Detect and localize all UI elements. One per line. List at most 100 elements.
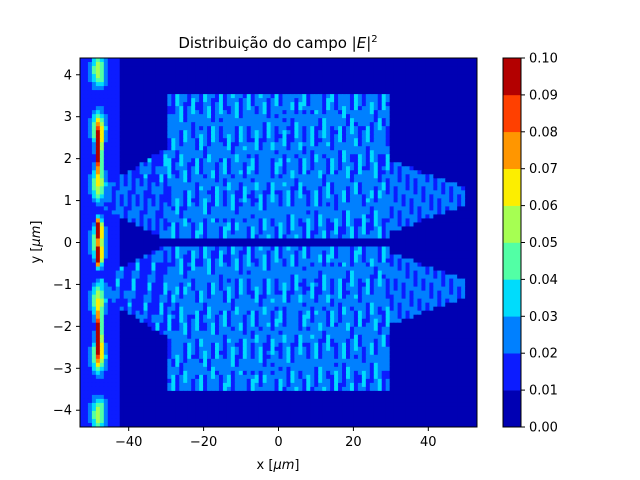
heatmap-cell	[191, 166, 196, 171]
heatmap-cell	[107, 74, 113, 79]
heatmap-cell	[262, 234, 268, 240]
heatmap-cell	[258, 222, 264, 228]
heatmap-cell	[393, 194, 399, 199]
heatmap-cell	[139, 146, 145, 151]
heatmap-cell	[318, 122, 323, 127]
heatmap-cell	[111, 70, 117, 75]
heatmap-cell	[250, 122, 256, 127]
heatmap-cell	[369, 78, 375, 83]
heatmap-cell	[254, 250, 260, 256]
heatmap-cell	[270, 78, 276, 83]
heatmap-cell	[151, 238, 157, 244]
heatmap-cell	[238, 122, 244, 127]
heatmap-cell	[143, 162, 149, 167]
heatmap-cell	[365, 102, 371, 107]
heatmap-cell	[175, 226, 180, 232]
heatmap-cell	[385, 118, 391, 123]
heatmap-cell	[389, 218, 395, 224]
heatmap-cell	[377, 190, 383, 195]
heatmap-cell	[298, 138, 303, 143]
heatmap-cell	[326, 254, 331, 260]
heatmap-cell	[357, 138, 363, 143]
heatmap-cell	[405, 86, 411, 91]
heatmap-cell	[409, 86, 415, 91]
heatmap-cell	[234, 242, 240, 248]
heatmap-cell	[111, 214, 117, 220]
heatmap-cell	[250, 82, 256, 87]
heatmap-cell	[385, 138, 391, 143]
heatmap-cell	[270, 186, 276, 191]
heatmap-cell	[139, 126, 145, 131]
heatmap-cell	[314, 102, 319, 107]
heatmap-cell	[393, 202, 399, 207]
heatmap-cell	[246, 250, 252, 256]
heatmap-cell	[187, 130, 192, 135]
heatmap-cell	[83, 198, 89, 203]
heatmap-cell	[135, 222, 141, 228]
heatmap-cell	[258, 78, 264, 83]
heatmap-cell	[175, 242, 180, 248]
heatmap-cell	[433, 110, 438, 115]
heatmap-cell	[306, 150, 311, 155]
heatmap-cell	[159, 222, 164, 228]
heatmap-cell	[373, 218, 379, 224]
heatmap-cell	[211, 202, 216, 207]
heatmap-cell	[389, 198, 395, 203]
heatmap-cell	[393, 178, 399, 183]
heatmap-cell	[318, 86, 323, 91]
heatmap-cell	[365, 94, 371, 99]
heatmap-cell	[131, 238, 137, 244]
heatmap-cell	[314, 78, 319, 83]
heatmap-cell	[163, 126, 168, 131]
heatmap-cell	[397, 122, 403, 127]
heatmap-cell	[473, 114, 477, 119]
heatmap-cell	[159, 102, 164, 107]
heatmap-cell	[385, 222, 391, 228]
heatmap-cell	[437, 58, 442, 63]
heatmap-cell	[203, 66, 208, 71]
heatmap-cell	[377, 62, 383, 67]
heatmap-cell	[242, 106, 248, 111]
heatmap-cell	[330, 194, 335, 199]
heatmap-cell	[322, 114, 327, 119]
heatmap-cell	[433, 218, 438, 224]
heatmap-cell	[334, 122, 339, 127]
heatmap-cell	[286, 62, 292, 67]
heatmap-cell	[345, 254, 351, 260]
heatmap-cell	[218, 90, 224, 95]
heatmap-cell	[123, 238, 129, 244]
heatmap-cell	[87, 194, 93, 199]
heatmap-cell	[461, 154, 466, 159]
heatmap-cell	[314, 190, 319, 195]
heatmap-cell	[207, 142, 212, 147]
heatmap-cell	[183, 254, 188, 260]
heatmap-cell	[199, 146, 204, 151]
heatmap-cell	[345, 166, 351, 171]
heatmap-cell	[441, 194, 446, 199]
heatmap-cell	[203, 242, 208, 248]
heatmap-cell	[441, 150, 446, 155]
heatmap-cell	[417, 242, 423, 248]
heatmap-cell	[453, 242, 458, 248]
heatmap-cell	[115, 230, 121, 236]
heatmap-cell	[290, 58, 295, 63]
heatmap-cell	[437, 98, 442, 103]
heatmap-cell	[330, 142, 335, 147]
heatmap-cell	[437, 206, 442, 212]
heatmap-cell	[278, 74, 284, 79]
heatmap-cell	[242, 118, 248, 123]
heatmap-cell	[103, 90, 109, 95]
heatmap-cell	[445, 234, 450, 240]
heatmap-cell	[473, 198, 477, 203]
heatmap-cell	[334, 130, 339, 135]
heatmap-cell	[155, 122, 160, 127]
heatmap-cell	[119, 110, 125, 115]
heatmap-cell	[147, 242, 153, 248]
heatmap-cell	[338, 118, 343, 123]
heatmap-cell	[131, 66, 137, 71]
heatmap-cell	[238, 74, 244, 79]
heatmap-cell	[83, 146, 89, 151]
heatmap-cell	[99, 102, 105, 107]
heatmap-cell	[234, 202, 240, 207]
heatmap-cell	[397, 246, 403, 252]
